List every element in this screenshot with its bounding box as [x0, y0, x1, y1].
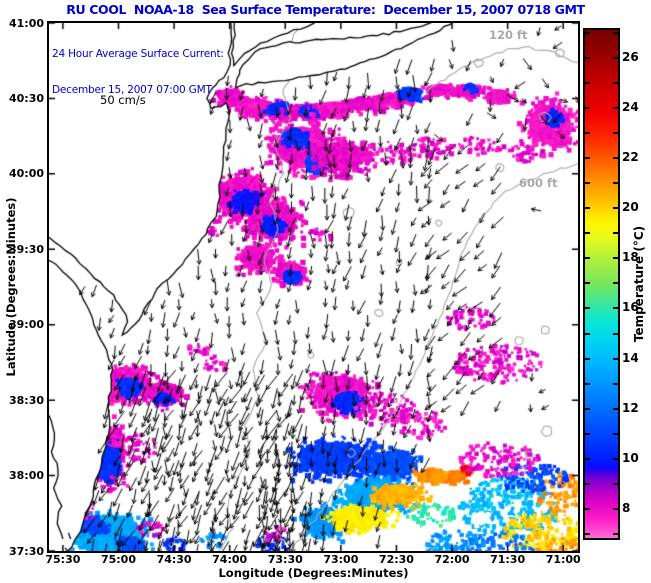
colorbar-label: 20 — [622, 200, 639, 215]
x-tick-label: 73:00 — [323, 553, 359, 566]
subtitle: 24 Hour Average Surface Current: Decembe… — [52, 24, 224, 120]
colorbar-tick — [585, 508, 590, 511]
y-tick-label: 41:00 — [8, 16, 44, 30]
colorbar-tick — [613, 357, 618, 360]
x-tick-label: 74:30 — [156, 553, 192, 566]
colorbar-tick — [585, 232, 590, 235]
colorbar-title: Temperature (°C) — [632, 225, 646, 343]
colorbar-tick — [613, 432, 618, 435]
depth-contour-label-600ft: 600 ft — [519, 176, 558, 190]
x-tick-label: 72:30 — [378, 553, 414, 566]
colorbar-tick — [585, 207, 590, 210]
y-axis-title: Latitude (Degrees:Minutes) — [4, 197, 18, 377]
colorbar-tick — [585, 31, 590, 34]
colorbar-tick — [613, 508, 618, 511]
colorbar-label: 14 — [622, 350, 639, 365]
colorbar-tick — [585, 432, 590, 435]
colorbar-label: 16 — [622, 300, 639, 315]
colorbar-tick — [585, 357, 590, 360]
x-tick-label: 71:30 — [490, 553, 526, 566]
x-tick-label: 75:30 — [45, 553, 81, 566]
colorbar-tick — [585, 483, 590, 486]
x-tick-label: 74:00 — [212, 553, 248, 566]
colorbar-tick — [613, 257, 618, 260]
colorbar-tick — [613, 457, 618, 460]
y-tick-label: 39:30 — [8, 242, 44, 256]
colorbar-tick — [613, 156, 618, 159]
subtitle-line2: December 15, 2007 07:00 GMT — [52, 84, 212, 96]
colorbar-label: 26 — [622, 49, 639, 64]
colorbar-tick — [613, 382, 618, 385]
colorbar-label: 24 — [622, 99, 639, 114]
colorbar-tick — [585, 257, 590, 260]
map-canvas — [49, 23, 578, 551]
x-tick-label: 73:30 — [267, 553, 303, 566]
colorbar-tick — [613, 533, 618, 536]
colorbar-tick — [585, 282, 590, 285]
colorbar — [583, 28, 620, 540]
colorbar-tick — [585, 56, 590, 59]
subtitle-line1: 24 Hour Average Surface Current: — [52, 48, 224, 60]
colorbar-tick — [613, 483, 618, 486]
current-scale-label: 50 cm/s — [100, 93, 146, 107]
depth-contour-label-120ft: 120 ft — [489, 28, 528, 42]
y-tick-label: 37:30 — [8, 544, 44, 558]
colorbar-tick — [613, 332, 618, 335]
y-tick-label: 40:00 — [8, 167, 44, 181]
x-tick-label: 72:00 — [434, 553, 470, 566]
colorbar-tick — [613, 207, 618, 210]
colorbar-tick — [613, 232, 618, 235]
x-tick-label: 75:00 — [100, 553, 136, 566]
colorbar-label: 12 — [622, 400, 639, 415]
colorbar-tick — [585, 81, 590, 84]
colorbar-tick — [613, 56, 618, 59]
colorbar-label: 22 — [622, 149, 639, 164]
y-tick-label: 39:00 — [8, 318, 44, 332]
colorbar-tick — [585, 106, 590, 109]
y-tick-label: 38:00 — [8, 469, 44, 483]
colorbar-tick — [613, 182, 618, 185]
y-tick-label: 38:30 — [8, 393, 44, 407]
colorbar-tick — [585, 182, 590, 185]
x-axis-title: Longitude (Degrees:Minutes) — [218, 566, 409, 580]
colorbar-tick — [613, 307, 618, 310]
figure-title: RU COOL NOAA-18 Sea Surface Temperature:… — [66, 2, 585, 17]
colorbar-tick — [613, 106, 618, 109]
colorbar-tick — [585, 332, 590, 335]
colorbar-tick — [585, 382, 590, 385]
colorbar-tick — [585, 156, 590, 159]
colorbar-tick — [585, 131, 590, 134]
x-tick-label: 71:00 — [545, 553, 581, 566]
colorbar-tick — [613, 131, 618, 134]
colorbar-label: 8 — [622, 501, 631, 516]
plot-area: 24 Hour Average Surface Current: Decembe… — [47, 21, 580, 553]
colorbar-tick — [585, 307, 590, 310]
y-tick-label: 40:30 — [8, 91, 44, 105]
colorbar-tick — [613, 81, 618, 84]
colorbar-label: 18 — [622, 250, 639, 265]
colorbar-label: 10 — [622, 450, 639, 465]
colorbar-tick — [585, 457, 590, 460]
colorbar-tick — [613, 282, 618, 285]
colorbar-tick — [585, 533, 590, 536]
colorbar-tick — [585, 407, 590, 410]
colorbar-tick — [613, 407, 618, 410]
colorbar-tick — [613, 31, 618, 34]
